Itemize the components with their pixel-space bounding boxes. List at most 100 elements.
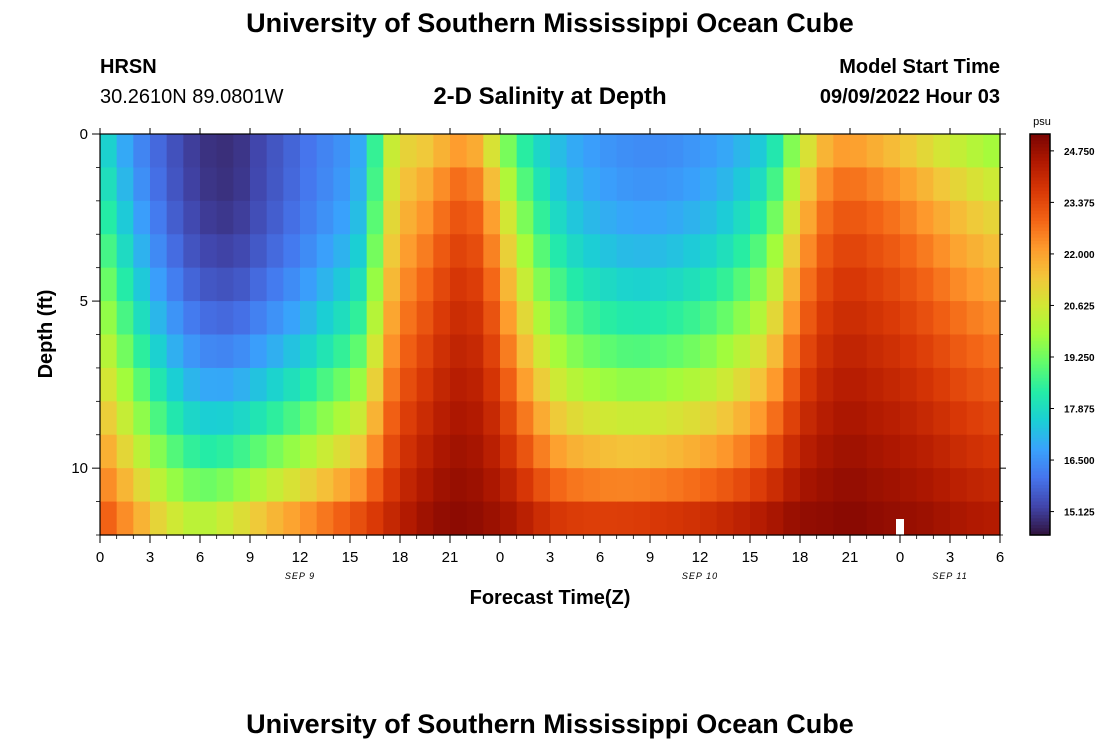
heatmap-cell [766, 167, 784, 202]
colorbar-swatch [1030, 214, 1050, 219]
heatmap-cell [466, 167, 484, 202]
heatmap-cell [966, 134, 984, 169]
heatmap-cell [250, 301, 268, 336]
heatmap-cell [633, 267, 651, 302]
heatmap-cell [233, 234, 251, 269]
colorbar-swatch [1030, 294, 1050, 299]
heatmap-cell [416, 301, 434, 336]
colorbar-swatch [1030, 481, 1050, 486]
heatmap-cell [166, 134, 184, 169]
heatmap-cell [833, 468, 851, 503]
heatmap-cell [933, 134, 951, 169]
colorbar-swatch [1030, 428, 1050, 433]
colorbar-swatch [1030, 307, 1050, 312]
heatmap-cell [733, 401, 751, 436]
heatmap-cell [333, 434, 351, 469]
heatmap-cell [816, 134, 834, 169]
heatmap-cell [966, 234, 984, 269]
heatmap-cell [933, 200, 951, 235]
heatmap-cell [583, 234, 601, 269]
heatmap-cell [616, 434, 634, 469]
heatmap-cell [183, 334, 201, 369]
colorbar-swatch [1030, 374, 1050, 379]
colorbar-swatch [1030, 341, 1050, 346]
heatmap-cell [983, 167, 1001, 202]
heatmap-cell [533, 200, 551, 235]
x-tick-label: 0 [896, 549, 904, 566]
heatmap-cell [500, 234, 518, 269]
heatmap-cell [316, 367, 334, 402]
heatmap-cell [550, 301, 568, 336]
colorbar-swatch [1030, 401, 1050, 406]
heatmap-cell [250, 200, 268, 235]
heatmap-cell [900, 134, 918, 169]
heatmap-cell [616, 468, 634, 503]
heatmap-cell [933, 401, 951, 436]
heatmap-cell [800, 234, 818, 269]
x-tick-label: 9 [246, 549, 254, 566]
heatmap-cell [983, 501, 1001, 536]
heatmap-cell [283, 301, 301, 336]
heatmap-cell [916, 334, 934, 369]
heatmap-cell [250, 234, 268, 269]
heatmap-cell [300, 167, 318, 202]
heatmap-cell [583, 167, 601, 202]
colorbar-swatch [1030, 237, 1050, 242]
colorbar-swatch [1030, 361, 1050, 366]
heatmap-cell [883, 367, 901, 402]
heatmap-cell [833, 367, 851, 402]
heatmap-cell [950, 234, 968, 269]
heatmap-cell [650, 401, 668, 436]
heatmap-cell [566, 167, 584, 202]
heatmap-cell [416, 167, 434, 202]
heatmap-cell [516, 267, 534, 302]
heatmap-cell [433, 367, 451, 402]
heatmap-cell [566, 234, 584, 269]
heatmap-cell [800, 434, 818, 469]
heatmap-cell [316, 468, 334, 503]
heatmap-cell [200, 401, 218, 436]
heatmap-cell [200, 167, 218, 202]
heatmap-cell [500, 501, 518, 536]
x-tick-label: 9 [646, 549, 654, 566]
heatmap-cell [733, 267, 751, 302]
heatmap-cell [716, 434, 734, 469]
heatmap-cell [916, 401, 934, 436]
heatmap-cell [300, 468, 318, 503]
heatmap-cell [716, 167, 734, 202]
heatmap-cell [750, 367, 768, 402]
heatmap-cell [333, 134, 351, 169]
colorbar-swatch [1030, 197, 1050, 202]
heatmap-cell [716, 301, 734, 336]
heatmap-cell [450, 401, 468, 436]
heatmap-cell [233, 367, 251, 402]
heatmap-cell [133, 334, 151, 369]
x-axis-label: Forecast Time(Z) [470, 587, 631, 609]
heatmap-cell [833, 401, 851, 436]
heatmap-cell [616, 234, 634, 269]
heatmap-cell [666, 334, 684, 369]
heatmap-cell [200, 234, 218, 269]
heatmap-cell [400, 167, 418, 202]
heatmap-cell [850, 501, 868, 536]
heatmap-cell [700, 367, 718, 402]
heatmap-cell [866, 334, 884, 369]
heatmap-cell [666, 267, 684, 302]
heatmap-cell [416, 367, 434, 402]
heatmap-cell [683, 167, 701, 202]
heatmap-cell [883, 167, 901, 202]
heatmap-cell [783, 200, 801, 235]
heatmap-cell [183, 367, 201, 402]
colorbar-swatch [1030, 314, 1050, 319]
heatmap-cell [133, 468, 151, 503]
heatmap-cell [300, 367, 318, 402]
chart-subtitle: 2-D Salinity at Depth [433, 83, 667, 110]
x-tick-label: 6 [996, 549, 1004, 566]
heatmap-cell [950, 301, 968, 336]
heatmap-cell [150, 267, 168, 302]
heatmap-cell [683, 134, 701, 169]
heatmap-cell [100, 434, 118, 469]
heatmap-cell [766, 267, 784, 302]
heatmap-cell [750, 301, 768, 336]
x-tick-label: 3 [546, 549, 554, 566]
